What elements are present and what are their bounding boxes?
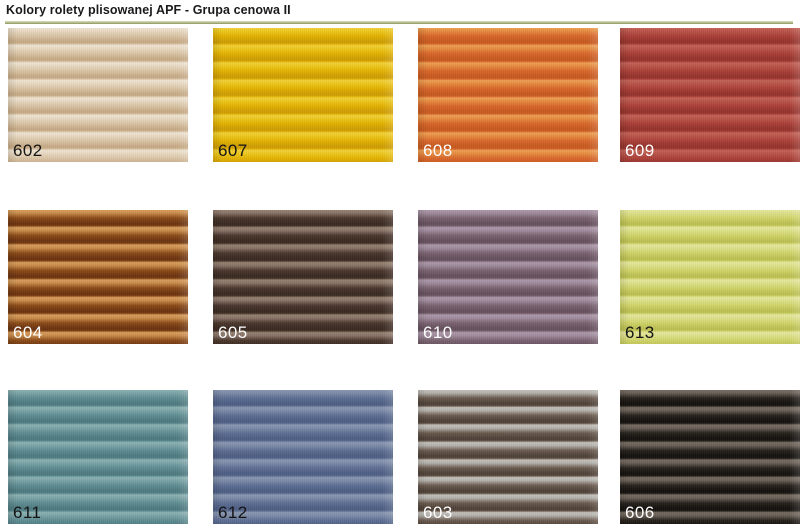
pleat-stripes: [418, 210, 598, 344]
pleat-stripes: [213, 210, 393, 344]
swatch-code-label: 610: [423, 323, 453, 342]
pleat-stripes: [213, 390, 393, 524]
swatch-edge-shading: [418, 210, 598, 344]
pleat-stripes: [620, 28, 800, 162]
color-swatch[interactable]: 604: [8, 210, 188, 344]
color-swatch[interactable]: 602: [8, 28, 188, 162]
color-swatch[interactable]: 607: [213, 28, 393, 162]
fabric-weave-texture: [418, 210, 598, 344]
color-swatch[interactable]: 613: [620, 210, 800, 344]
swatch-code-label: 603: [423, 503, 453, 522]
fabric-weave-texture: [620, 210, 800, 344]
color-swatch[interactable]: 612: [213, 390, 393, 524]
color-swatch[interactable]: 606: [620, 390, 800, 524]
fabric-weave-texture: [418, 28, 598, 162]
page-title: Kolory rolety plisowanej APF - Grupa cen…: [6, 3, 291, 17]
pleat-stripes: [8, 28, 188, 162]
swatch-code-label: 608: [423, 141, 453, 160]
swatch-code-label: 606: [625, 503, 655, 522]
fabric-weave-texture: [213, 28, 393, 162]
pleat-stripes: [8, 210, 188, 344]
swatch-edge-shading: [213, 210, 393, 344]
fabric-weave-texture: [620, 390, 800, 524]
fabric-weave-texture: [620, 28, 800, 162]
swatch-edge-shading: [213, 390, 393, 524]
swatch-edge-shading: [8, 390, 188, 524]
swatch-code-label: 605: [218, 323, 248, 342]
swatch-code-label: 607: [218, 141, 248, 160]
pleat-stripes: [8, 390, 188, 524]
pleat-stripes: [620, 210, 800, 344]
color-swatch[interactable]: 603: [418, 390, 598, 524]
swatch-grid: 602 607 608 609 604 605 610 613 611 612 603 606: [0, 27, 800, 529]
swatch-edge-shading: [620, 210, 800, 344]
fabric-weave-texture: [8, 210, 188, 344]
swatch-code-label: 612: [218, 503, 248, 522]
swatch-edge-shading: [8, 210, 188, 344]
swatch-edge-shading: [213, 28, 393, 162]
pleat-stripes: [418, 28, 598, 162]
color-swatch[interactable]: 610: [418, 210, 598, 344]
swatch-edge-shading: [418, 390, 598, 524]
swatch-code-label: 613: [625, 323, 655, 342]
pleat-stripes: [418, 390, 598, 524]
color-swatch[interactable]: 605: [213, 210, 393, 344]
swatch-code-label: 609: [625, 141, 655, 160]
swatch-code-label: 602: [13, 141, 43, 160]
swatch-edge-shading: [620, 28, 800, 162]
color-swatch[interactable]: 611: [8, 390, 188, 524]
fabric-weave-texture: [213, 390, 393, 524]
swatch-edge-shading: [620, 390, 800, 524]
swatch-code-label: 604: [13, 323, 43, 342]
pleat-stripes: [620, 390, 800, 524]
color-swatch[interactable]: 609: [620, 28, 800, 162]
fabric-weave-texture: [8, 28, 188, 162]
color-swatch[interactable]: 608: [418, 28, 598, 162]
fabric-weave-texture: [8, 390, 188, 524]
swatch-code-label: 611: [13, 503, 42, 522]
swatch-edge-shading: [418, 28, 598, 162]
fabric-weave-texture: [418, 390, 598, 524]
swatch-edge-shading: [8, 28, 188, 162]
page-header: Kolory rolety plisowanej APF - Grupa cen…: [0, 0, 800, 26]
fabric-weave-texture: [213, 210, 393, 344]
header-divider: [5, 21, 793, 24]
pleat-stripes: [213, 28, 393, 162]
